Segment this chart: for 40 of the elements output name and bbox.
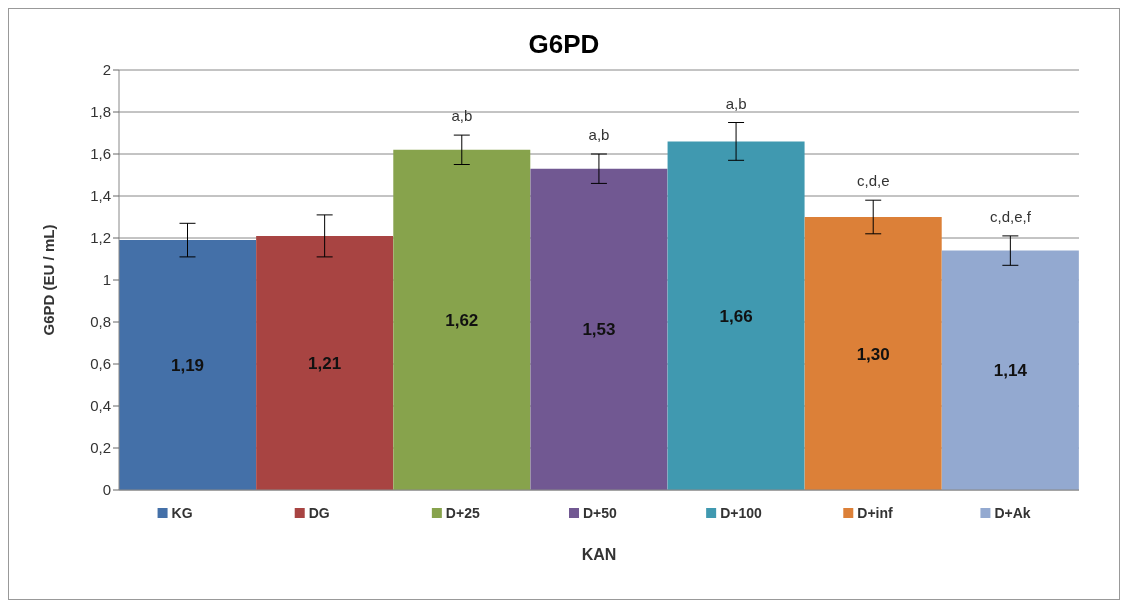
bar: [393, 149, 531, 490]
data-label: 1,21: [308, 353, 342, 373]
y-axis-title: G6PD (EU / mL): [40, 224, 58, 336]
chart-title: G6PD: [527, 29, 601, 60]
x-tick-label: D+50: [583, 505, 618, 521]
x-tick-label: D+100: [720, 505, 762, 521]
y-tick-label: 1,6: [90, 145, 111, 163]
x-tick-label: D+25: [445, 505, 480, 521]
y-tick-label: 1,8: [90, 103, 111, 121]
x-tick-label: KG: [171, 505, 193, 521]
y-tick-label: 1: [102, 271, 111, 289]
data-label: 1,53: [582, 320, 616, 340]
annotation: a,b: [588, 126, 610, 143]
bar: [530, 168, 668, 490]
y-tick-label: 1,2: [90, 229, 111, 247]
y-tick-label: 2: [102, 61, 111, 79]
x-tick-label: D+inf: [857, 505, 894, 521]
y-tick-label: 0,8: [90, 313, 111, 331]
data-label: 1,66: [719, 306, 753, 326]
annotation: c,d,e: [857, 172, 890, 190]
y-tick-label: 0,6: [90, 355, 111, 373]
x-tick-label: DG: [308, 505, 330, 521]
data-label: 1,19: [170, 356, 205, 376]
data-label: 1,30: [856, 344, 890, 364]
y-tick-label: 1,4: [90, 187, 111, 205]
bar: [941, 250, 1079, 490]
data-label: 1,14: [993, 361, 1028, 381]
bar: [256, 235, 394, 490]
bar: [804, 217, 942, 490]
bar: [667, 141, 805, 490]
x-tick-label: D+Ak: [994, 505, 1031, 521]
y-tick-label: 0: [102, 481, 111, 499]
y-tick-label: 0,2: [90, 439, 111, 457]
annotation: c,d,e,f: [990, 207, 1032, 225]
x-axis-title: KAN: [581, 546, 617, 563]
bar: [119, 240, 256, 490]
y-tick-label: 0,4: [90, 397, 111, 415]
data-label: 1,62: [445, 310, 479, 330]
annotation: a,b: [451, 107, 473, 125]
annotation: a,b: [725, 94, 747, 112]
